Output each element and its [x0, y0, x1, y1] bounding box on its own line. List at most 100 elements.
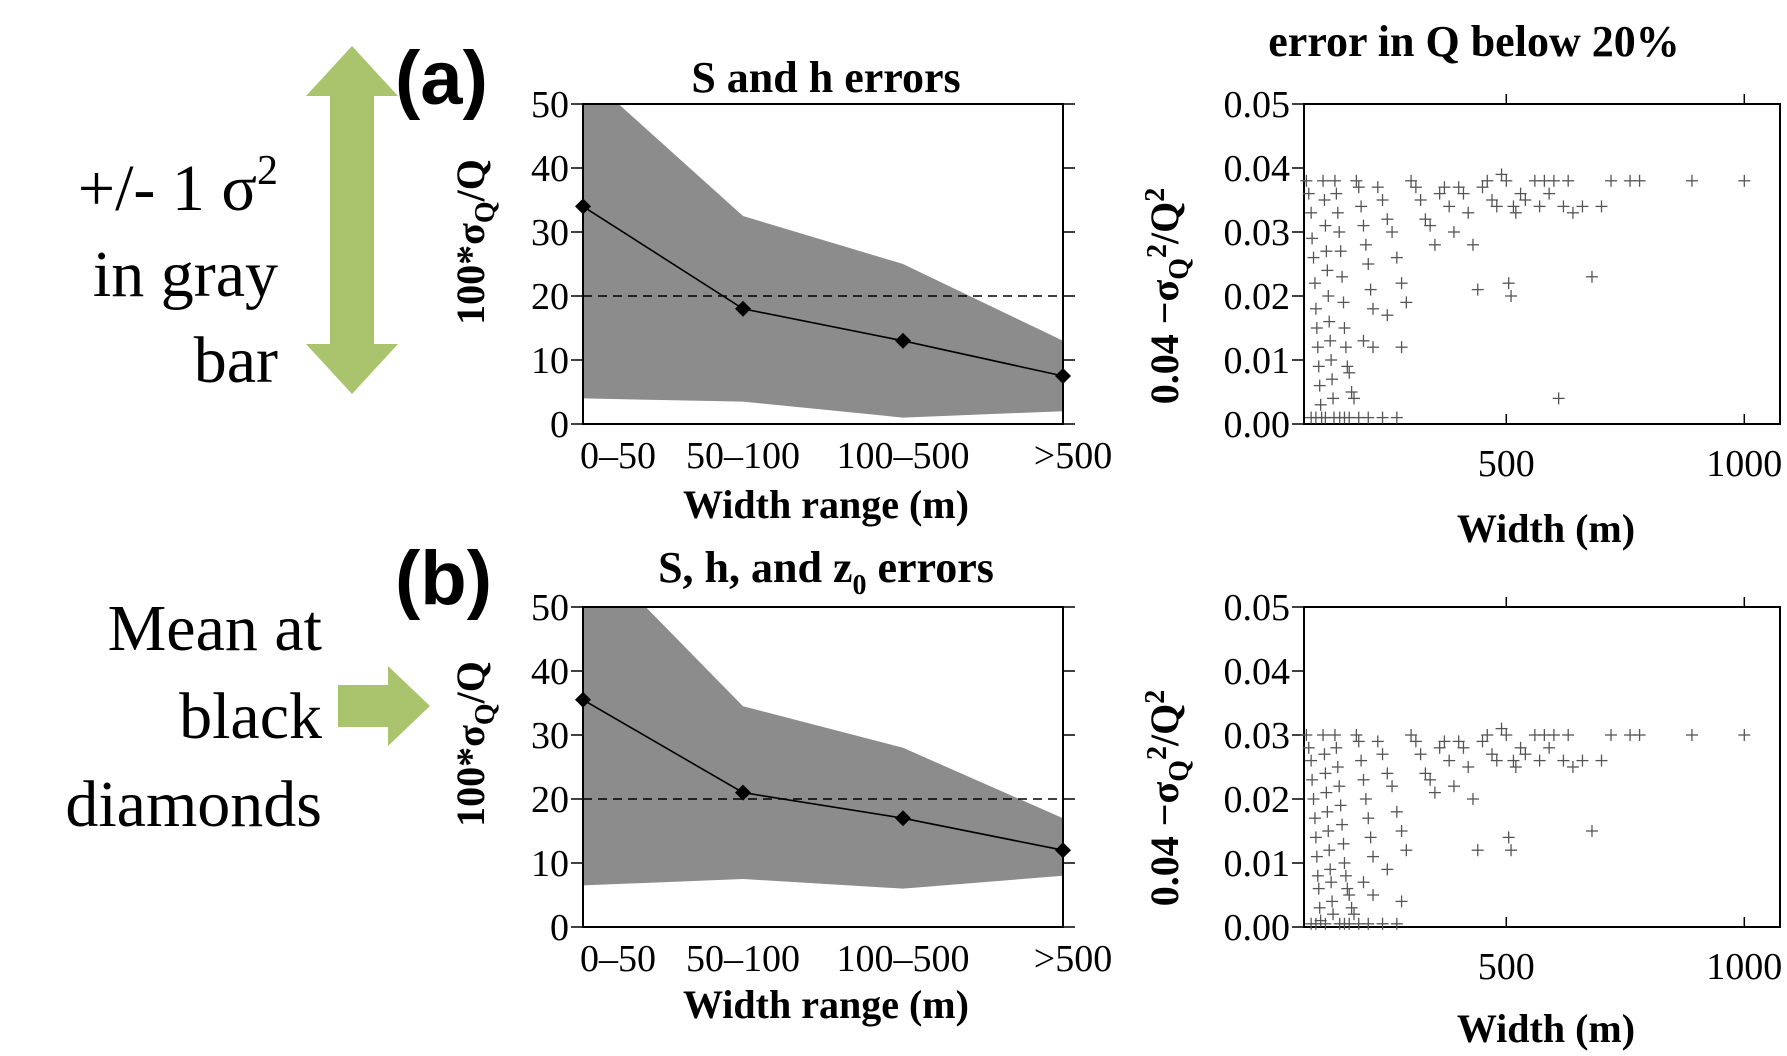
scatter-b-ytick-label: 0.05 [1224, 587, 1291, 629]
scatter-b-scatter-point [1323, 844, 1336, 857]
scatter-b-ytick-label: 0.02 [1224, 779, 1291, 821]
scatter-a-title: error in Q below 20% [1268, 17, 1679, 66]
scatter-a-scatter-point [1324, 334, 1337, 347]
scatter-b-scatter-point [1350, 729, 1363, 741]
scatter-a-scatter-point [1352, 181, 1365, 194]
scatter-b-scatter-point [1327, 908, 1340, 921]
chart-b-width-range: S, h, and z0 errors 0 10 20 30 40 50 0–50 50–10… [448, 543, 1112, 1027]
scatter-a-scatter-point [1481, 174, 1494, 187]
scatter-b-scatter-point [1433, 741, 1446, 754]
scatter-b-scatter-point [1362, 917, 1375, 930]
scatter-a-scatter-point [1325, 354, 1338, 366]
scatter-a-scatter-point [1311, 341, 1324, 354]
scatter-b-scatter-point [1325, 876, 1338, 889]
scatter-a-scatter-point [1507, 200, 1520, 213]
scatter-a-scatter-point [1466, 238, 1479, 251]
double-arrow-icon [306, 46, 398, 394]
scatter-a-ytick-label: 0.04 [1224, 148, 1291, 190]
scatter-a-scatter-point [1414, 194, 1427, 206]
scatter-b-scatter-point [1326, 895, 1339, 908]
scatter-b-scatter-point [1322, 825, 1335, 837]
scatter-a-scatter-point [1308, 277, 1321, 290]
chart-b-ytick-label: 30 [531, 715, 569, 757]
scatter-a-scatter-point [1595, 200, 1608, 213]
chart-a-xtick-label: 100–500 [837, 435, 970, 477]
scatter-a-scatter-point [1309, 302, 1322, 315]
chart-a-mean-diamond [575, 198, 591, 215]
scatter-b-scatter-point [1308, 812, 1321, 825]
scatter-b-scatter-point [1311, 869, 1324, 882]
chart-b-ytick-label: 20 [531, 779, 569, 821]
scatter-b-scatter-point [1562, 729, 1575, 741]
scatter-a-ytick-label: 0.00 [1224, 404, 1291, 446]
scatter-a-scatter-point [1345, 386, 1358, 398]
chart-a-ylabel: 100*σQ/Q [448, 159, 501, 325]
scatter-a-scatter-point [1355, 200, 1368, 213]
scatter-b-ytick-label: 0.01 [1224, 843, 1291, 885]
chart-a-mean-diamond [1055, 368, 1071, 384]
scatter-b-scatter-point [1390, 917, 1403, 930]
scatter-a-scatter-point [1347, 392, 1360, 405]
scatter-b-scatter-point [1320, 786, 1333, 799]
scatter-b-scatter-point [1476, 735, 1489, 748]
scatter-b-scatter-point [1547, 729, 1560, 741]
scatter-a-scatter-point [1357, 219, 1370, 232]
chart-b-mean-diamond [1055, 842, 1071, 859]
scatter-b-ytick-label: 0.03 [1224, 715, 1291, 757]
scatter-a-scatter-point [1433, 187, 1446, 200]
scatter-b-scatter-point [1471, 844, 1484, 857]
scatter-b-scatter-point [1367, 850, 1380, 863]
chart-b-plot-frame [582, 606, 1064, 928]
scatter-b-scatter-point [1330, 741, 1343, 754]
scatter-a-scatter-point [1364, 283, 1377, 296]
scatter-b-scatter-point [1341, 882, 1354, 895]
chart-a-ytick-label: 50 [531, 84, 569, 126]
scatter-b-scatter-point [1319, 917, 1332, 930]
scatter-b-scatter-point [1339, 869, 1352, 882]
scatter-a-scatter-point [1443, 200, 1456, 213]
scatter-a-scatter-point [1367, 302, 1380, 315]
scatter-a-scatter-point [1633, 174, 1646, 187]
scatter-b-scatter-point [1428, 786, 1441, 799]
scatter-a-scatter-point [1376, 194, 1389, 206]
scatter-a-scatter-point [1337, 296, 1350, 309]
scatter-b-scatter-point [1447, 780, 1460, 793]
scatter-a-plot-frame [1303, 103, 1781, 425]
scatter-b-scatter-point [1595, 754, 1608, 767]
scatter-b-scatter-point [1317, 729, 1330, 741]
chart-a-ytick-label: 30 [531, 212, 569, 254]
scatter-b-scatter-point [1495, 722, 1508, 735]
scatter-b-scatter-point [1333, 780, 1346, 793]
scatter-b-scatter-point [1443, 754, 1456, 767]
scatter-a-scatter-point [1490, 200, 1503, 213]
chart-a-mean-line [582, 205, 1064, 377]
scatter-a-scatter-point [1419, 213, 1432, 226]
scatter-a-scatter-point [1376, 411, 1389, 424]
scatter-a-scatter-point [1562, 174, 1575, 187]
scatter-b-scatter-point [1505, 844, 1518, 857]
chart-a-plot-frame [582, 103, 1064, 425]
scatter-b-scatter-point [1390, 805, 1403, 818]
scatter-b-scatter-point [1409, 735, 1422, 748]
chart-a-sigma-band [583, 104, 1063, 418]
scatter-a-scatter-point [1424, 219, 1437, 232]
chart-a-mean-diamond [735, 300, 751, 317]
chart-a-ytick-label: 40 [531, 148, 569, 190]
scatter-a-scatter-point [1362, 411, 1375, 424]
scatter-b-scatter-point [1738, 729, 1751, 741]
scatter-a-scatter-point [1341, 360, 1354, 373]
scatter-b-scatter-point [1324, 863, 1337, 876]
scatter-a-scatter-point [1338, 322, 1351, 334]
scatter-a-scatter-point [1323, 315, 1336, 328]
scatter-b-scatter-point [1314, 914, 1327, 927]
panel-label-a: (a) [395, 36, 488, 121]
scatter-b-scatter-point [1345, 901, 1358, 914]
scatter-a-scatter-point [1306, 232, 1319, 245]
scatter-b-scatter-point [1405, 729, 1418, 741]
scatter-a-scatter-point [1381, 213, 1394, 226]
chart-b-xtick-label: 0–50 [580, 938, 656, 980]
scatter-b-scatter-point [1685, 729, 1698, 741]
scatter-a-scatter-point [1557, 200, 1570, 213]
scatter-b-scatter-point [1395, 825, 1408, 837]
